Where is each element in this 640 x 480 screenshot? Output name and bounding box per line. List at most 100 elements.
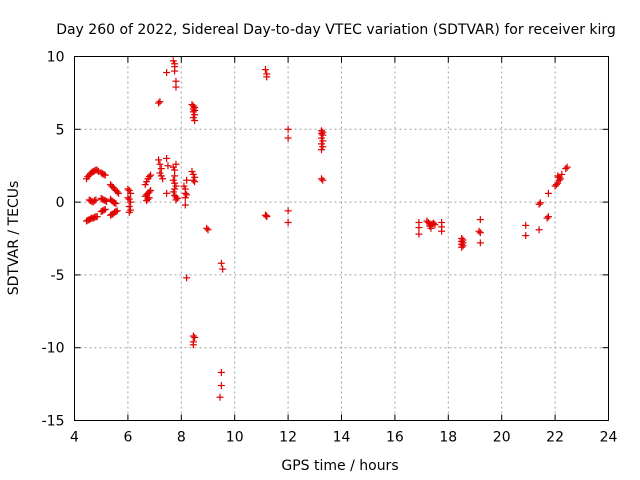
data-point: [204, 226, 212, 234]
data-point: [183, 274, 191, 282]
data-point: [163, 154, 171, 162]
data-point: [558, 170, 566, 178]
data-point: [92, 196, 100, 204]
data-point: [171, 172, 179, 180]
data-point: [91, 197, 99, 205]
chart-title: Day 260 of 2022, Sidereal Day-to-day VTE…: [56, 22, 616, 38]
data-point: [181, 201, 189, 209]
data-point: [217, 368, 225, 376]
data-point: [217, 259, 225, 267]
data-point: [159, 175, 167, 183]
data-point: [536, 199, 544, 207]
data-point: [189, 176, 197, 184]
data-point: [217, 382, 225, 390]
data-point: [103, 197, 111, 205]
y-axis-label: SDTVAR / TECUs: [6, 181, 22, 296]
data-point: [263, 73, 271, 81]
plot-frame: [74, 56, 609, 421]
data-point: [145, 173, 153, 181]
data-point: [261, 66, 269, 74]
data-point: [189, 341, 197, 349]
data-point: [93, 213, 101, 221]
data-point: [535, 226, 543, 234]
data-point: [543, 214, 551, 222]
data-point: [476, 216, 484, 224]
data-point: [156, 160, 164, 168]
data-point: [157, 165, 165, 173]
y-tick-label: 5: [56, 122, 65, 138]
x-tick-label: 6: [123, 430, 132, 446]
data-point: [203, 224, 211, 232]
data-point: [124, 185, 132, 193]
y-tick-label: -10: [42, 341, 65, 357]
data-point: [163, 189, 171, 197]
data-point: [535, 200, 543, 208]
data-point: [127, 189, 135, 197]
data-point: [284, 207, 292, 215]
data-point: [172, 196, 180, 204]
data-point: [173, 194, 181, 202]
data-point: [219, 265, 227, 273]
data-point: [438, 227, 446, 235]
data-point: [181, 194, 189, 202]
data-point: [522, 221, 530, 229]
data-point: [284, 134, 292, 142]
data-point: [172, 160, 180, 168]
data-point: [145, 194, 153, 202]
data-point: [163, 69, 171, 77]
data-point: [431, 221, 439, 229]
data-point: [475, 227, 483, 235]
data-point: [415, 224, 423, 232]
data-point: [112, 208, 120, 216]
x-tick-label: 10: [226, 430, 244, 446]
data-point: [544, 189, 552, 197]
data-point: [191, 117, 199, 125]
x-tick-label: 22: [546, 430, 564, 446]
data-point: [113, 188, 121, 196]
data-point: [430, 219, 438, 227]
y-tick-label: -5: [51, 268, 65, 284]
data-point: [93, 166, 101, 174]
data-point: [563, 163, 571, 171]
x-tick-label: 18: [439, 430, 457, 446]
data-point: [459, 242, 467, 250]
x-tick-labels: 4 6 8 10 12 14 16 18 20 22 24: [70, 430, 617, 446]
data-point: [101, 205, 109, 213]
data-point: [155, 156, 163, 164]
y-tick-labels: -15 -10 -5 0 5 10: [42, 50, 65, 430]
data-point: [317, 175, 325, 183]
data-point: [476, 229, 484, 237]
x-tick-label: 20: [493, 430, 511, 446]
data-point: [125, 208, 133, 216]
x-tick-label: 8: [177, 430, 186, 446]
data-point: [261, 211, 269, 219]
data-point: [458, 243, 466, 251]
data-point: [164, 162, 172, 170]
data-point: [169, 188, 177, 196]
data-point: [147, 186, 155, 194]
data-point: [113, 207, 121, 215]
data-point: [124, 194, 132, 202]
data-point: [554, 172, 562, 180]
data-point: [562, 165, 570, 173]
y-tick-label: -15: [42, 414, 65, 430]
data-point: [144, 195, 152, 203]
data-point: [147, 171, 155, 179]
data-point: [544, 213, 552, 221]
data-point: [101, 197, 109, 205]
data-point: [127, 198, 135, 206]
x-tick-label: 24: [600, 430, 618, 446]
grid-lines: [74, 56, 609, 421]
data-point: [183, 176, 191, 184]
data-point: [284, 218, 292, 226]
data-point: [171, 67, 179, 75]
data-point: [100, 170, 108, 178]
data-point: [522, 232, 530, 240]
data-point: [155, 99, 163, 107]
data-point: [191, 178, 199, 186]
data-point: [263, 213, 271, 221]
data-point: [172, 83, 180, 91]
y-tick-label: 10: [47, 50, 65, 66]
data-point: [216, 393, 224, 401]
